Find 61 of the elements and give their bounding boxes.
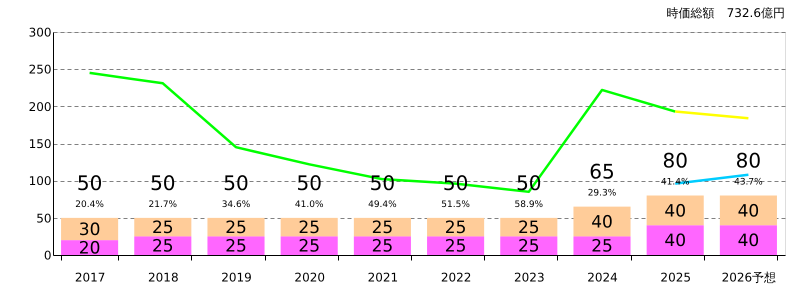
x-tick-label: 2025 [660,270,691,284]
data-label: 40 [664,231,686,252]
annotation: 21.7% [148,200,178,210]
bar [720,225,777,255]
data-label: 25 [298,236,320,257]
bar [646,225,704,255]
bar [646,196,704,226]
data-label: 25 [225,218,247,238]
total-label: 80 [736,148,762,173]
annotation: 58.9% [514,200,544,210]
data-label: 25 [298,218,320,238]
x-tick-label: 2020 [294,270,325,284]
bar [280,236,338,255]
text: 時価総額 732.6億円 [666,6,785,20]
data-label: 25 [225,236,247,257]
x-tick-label: 2021 [368,270,398,284]
bar [720,196,777,226]
data-label: 25 [444,218,466,238]
data-label: 25 [518,236,540,257]
x-tick-label: 2026予想 [722,270,776,284]
y-tick-label: 100 [28,174,52,188]
bar [573,206,631,236]
data-label: 40 [738,231,760,252]
y-tick-label: 200 [28,100,52,114]
total-label: 65 [589,160,615,184]
data-label: 40 [591,212,613,233]
y-tick-label: 300 [28,26,52,40]
total-label: 50 [296,170,322,195]
bar [280,218,338,236]
annotation: 20.4% [75,200,104,210]
data-label: 20 [78,238,100,259]
y-tick-label: 0 [44,248,52,262]
y-tick-label: 250 [28,62,52,77]
total-label: 50 [223,170,249,195]
annotation: 51.5% [441,200,470,210]
x-tick-label: 2017 [74,270,106,284]
data-label: 40 [664,201,686,222]
annotation: 41.0% [294,200,324,210]
data-label: 30 [78,220,100,240]
y-tick-label: 150 [28,137,52,151]
data-label: 25 [152,218,174,238]
x-tick-label: 2019 [221,270,252,284]
data-label: 40 [738,201,760,222]
annotation: 49.4% [368,200,398,210]
data-label: 25 [152,236,174,257]
x-tick-label: 2022 [440,270,472,284]
total-label: 50 [76,170,102,195]
data-label: 25 [372,236,394,257]
annotation: 43.7% [734,178,764,188]
y-tick-label: 50 [36,211,52,226]
data-label: 25 [518,218,540,238]
data-label: 25 [591,236,613,257]
data-label: 25 [372,218,394,238]
total-label: 80 [662,148,688,173]
x-tick-label: 2023 [514,270,545,284]
x-tick-label: 2018 [148,270,179,284]
annotation: 29.3% [588,188,617,199]
total-label: 50 [150,170,176,195]
data-label: 25 [444,236,466,257]
x-tick-label: 2024 [587,270,618,284]
annotation: 34.6% [222,200,251,210]
